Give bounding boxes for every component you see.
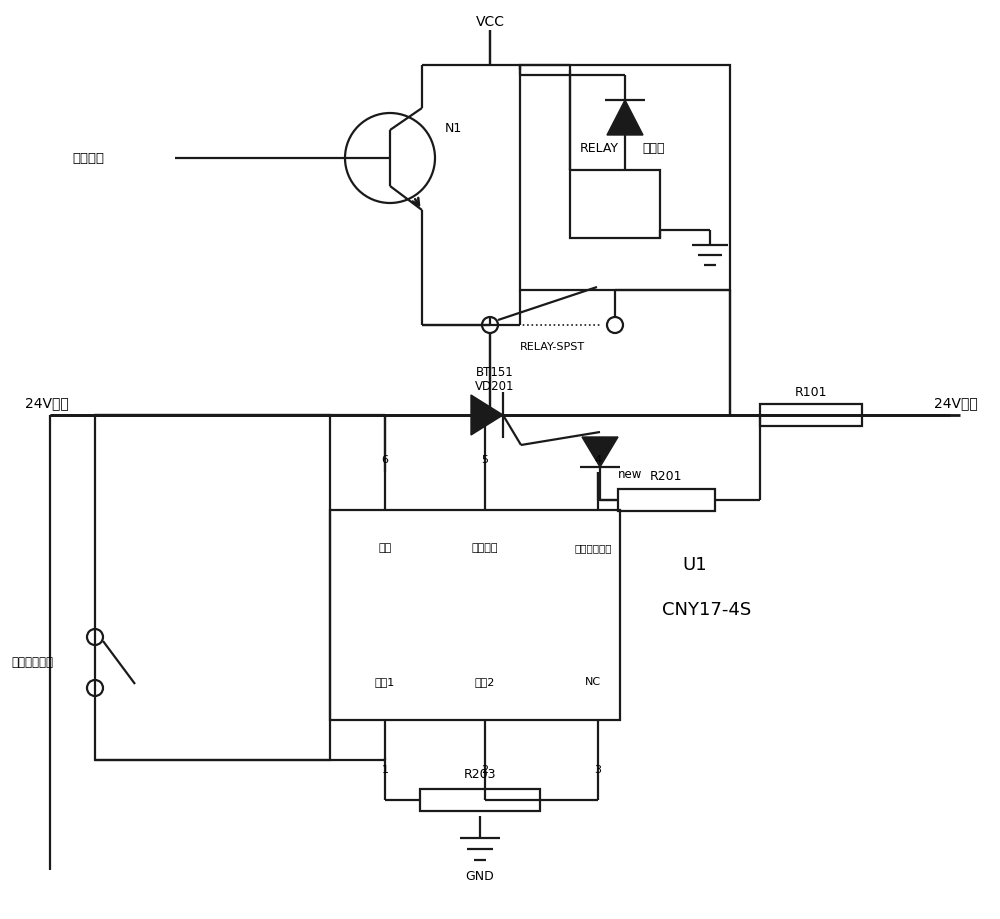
Text: RELAY: RELAY (580, 142, 619, 154)
Text: 主控1: 主控1 (375, 677, 395, 687)
Bar (618, 489, 715, 511)
Bar (420, 789, 540, 811)
Text: 2: 2 (481, 765, 489, 775)
Text: N1: N1 (445, 121, 462, 134)
Text: 5: 5 (482, 455, 488, 465)
Text: RELAY-SPST: RELAY-SPST (519, 342, 585, 352)
Text: 電源控制輸出: 電源控制輸出 (574, 543, 612, 553)
Text: R201: R201 (650, 471, 682, 483)
Text: BT151: BT151 (476, 367, 514, 380)
Bar (570, 170, 660, 238)
Text: 延時控制: 延時控制 (72, 152, 104, 165)
Text: CNY17-4S: CNY17-4S (662, 601, 751, 619)
Polygon shape (607, 100, 643, 135)
Text: 24V輸出: 24V輸出 (934, 396, 978, 410)
Text: new: new (618, 469, 642, 482)
Bar (330, 510, 620, 720)
Bar (95, 415, 330, 760)
Polygon shape (471, 395, 503, 435)
Text: 24V輸入: 24V輸入 (25, 396, 69, 410)
Bar (520, 65, 730, 290)
Text: U1: U1 (682, 556, 707, 574)
Text: R101: R101 (795, 385, 827, 399)
Text: 6: 6 (382, 455, 388, 465)
Bar (760, 404, 862, 426)
Text: GND: GND (466, 869, 494, 882)
Text: NC: NC (585, 677, 601, 687)
Text: R203: R203 (464, 768, 496, 781)
Text: VCC: VCC (476, 15, 505, 29)
Text: 4: 4 (594, 455, 602, 465)
Text: 基極: 基極 (378, 543, 392, 553)
Polygon shape (582, 437, 618, 467)
Text: 3: 3 (594, 765, 602, 775)
Text: 主控2: 主控2 (475, 677, 495, 687)
Text: VD201: VD201 (475, 380, 515, 393)
Text: 外部電源開關: 外部電源開關 (11, 655, 53, 668)
Text: 繼電器: 繼電器 (642, 142, 664, 154)
Text: 電源輸入: 電源輸入 (472, 543, 498, 553)
Text: 1: 1 (382, 765, 388, 775)
